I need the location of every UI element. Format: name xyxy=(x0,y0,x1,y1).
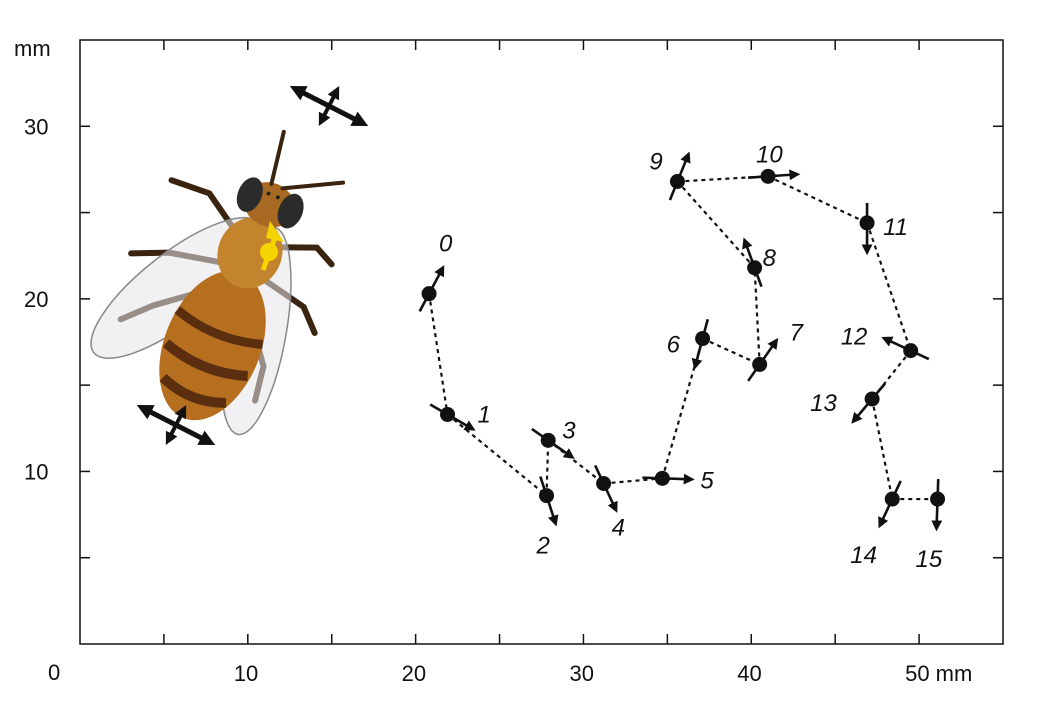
position-marker xyxy=(752,356,768,372)
position-marker xyxy=(884,491,900,507)
double-arrow-icon xyxy=(136,405,216,445)
path-segment xyxy=(866,222,912,351)
position-marker xyxy=(539,488,555,504)
position-marker xyxy=(760,168,776,184)
point-label: 8 xyxy=(763,245,777,272)
path-segment xyxy=(427,293,449,415)
x-tick-label: 30 xyxy=(569,661,593,686)
y-tick-label: 20 xyxy=(24,287,48,312)
point-label: 13 xyxy=(810,390,837,417)
double-arrow-icon xyxy=(289,86,369,126)
position-marker xyxy=(669,174,685,190)
point-label: 5 xyxy=(700,467,714,494)
path-segment xyxy=(446,413,548,497)
x-tick-label: 10 xyxy=(234,661,258,686)
path-segment xyxy=(545,440,550,496)
point-label: 9 xyxy=(649,149,662,176)
path-segment xyxy=(753,267,761,365)
path-segment xyxy=(871,398,894,500)
position-marker xyxy=(695,331,711,347)
bee-position-marker xyxy=(260,221,284,271)
y-unit-label: mm xyxy=(14,36,51,61)
point-label: 0 xyxy=(439,231,453,258)
point-label: 10 xyxy=(756,141,783,168)
point-label: 15 xyxy=(916,546,943,573)
point-label: 3 xyxy=(562,417,576,444)
position-marker xyxy=(540,432,556,448)
path-segment xyxy=(676,180,756,269)
position-marker xyxy=(747,260,763,276)
x-tick-label: 40 xyxy=(737,661,761,686)
position-marker xyxy=(903,343,919,359)
plot-frame xyxy=(79,39,1004,645)
position-marker xyxy=(440,406,456,422)
position-marker xyxy=(930,491,946,507)
point-label: 1 xyxy=(478,401,491,428)
bee-illustration xyxy=(90,129,346,436)
position-marker xyxy=(596,476,612,492)
path-segment xyxy=(767,175,868,224)
point-label: 12 xyxy=(841,324,868,351)
position-marker xyxy=(859,215,875,231)
path-segment xyxy=(702,337,761,366)
point-label: 14 xyxy=(850,542,877,569)
y-tick-label: 10 xyxy=(24,459,48,484)
position-marker xyxy=(654,470,670,486)
position-marker xyxy=(864,391,880,407)
axis-ticks xyxy=(80,40,1003,644)
point-label: 11 xyxy=(883,214,908,241)
point-label: 6 xyxy=(667,332,681,359)
position-marker xyxy=(421,286,437,302)
point-label: 4 xyxy=(612,515,625,542)
point-label: 7 xyxy=(790,319,805,346)
point-label: 2 xyxy=(536,533,550,560)
x-tick-label: 50 mm xyxy=(905,661,972,686)
origin-label: 0 xyxy=(48,660,60,685)
y-tick-label: 30 xyxy=(24,114,48,139)
x-tick-label: 20 xyxy=(402,661,426,686)
